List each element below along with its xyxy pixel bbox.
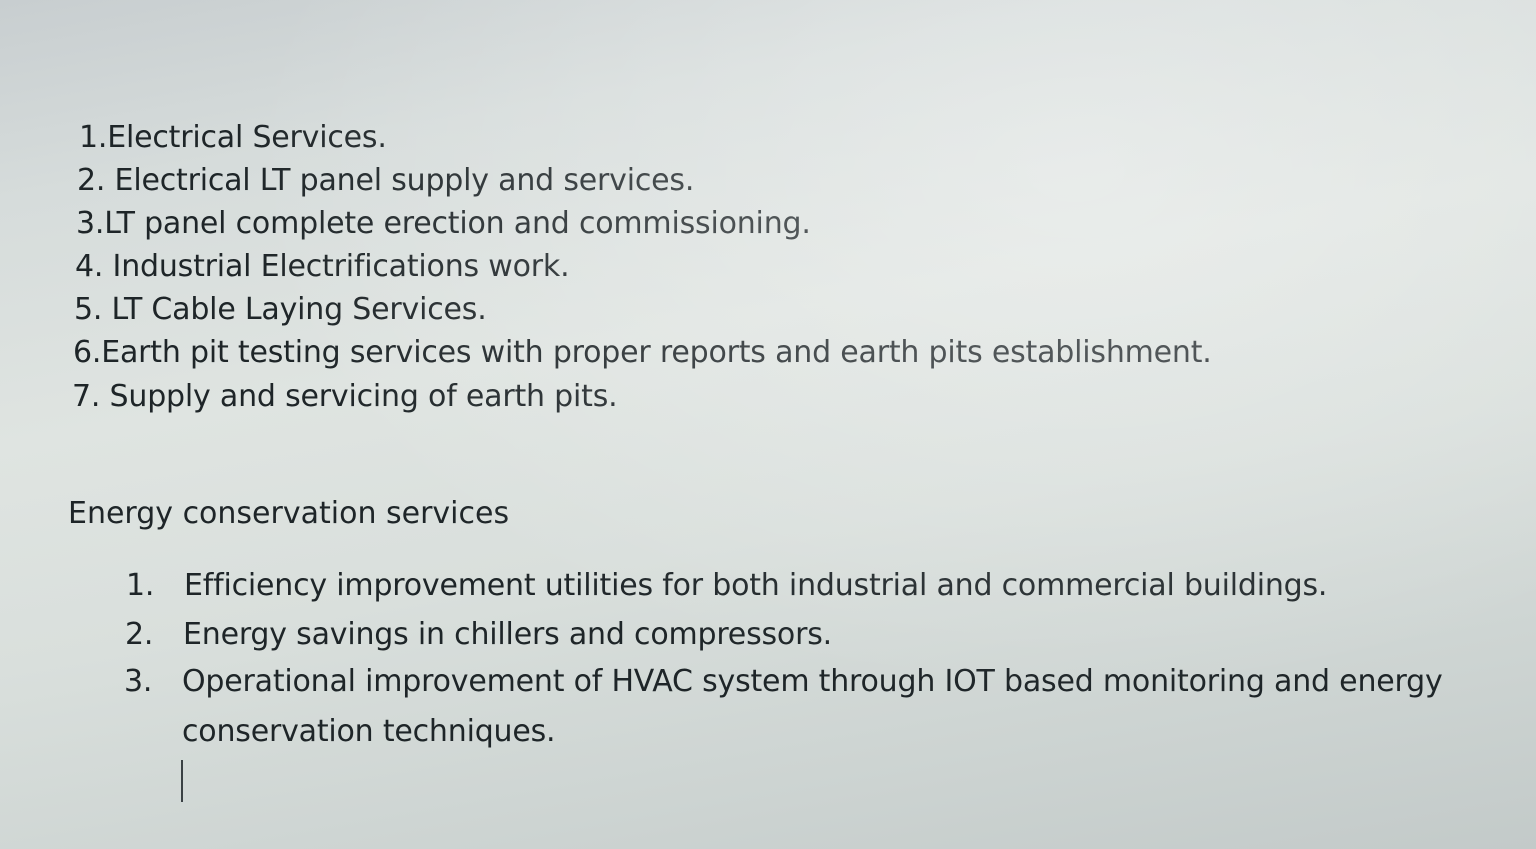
list-number: 3.	[124, 664, 153, 699]
list-number: 2.	[125, 617, 154, 652]
services-item-5: 5. LT Cable Laying Services.	[74, 292, 487, 327]
services-item-6: 6.Earth pit testing services with proper…	[73, 335, 1212, 370]
list-item-text: Operational improvement of HVAC system t…	[182, 664, 1443, 699]
services-item-1: 1.Electrical Services.	[79, 120, 387, 155]
services-item-4: 4. Industrial Electrifications work.	[75, 249, 570, 284]
energy-list-item-continuation: conservation techniques.	[182, 714, 556, 749]
list-item-text: Energy savings in chillers and compresso…	[183, 617, 832, 652]
energy-section-heading: Energy conservation services	[68, 496, 510, 531]
services-item-7: 7. Supply and servicing of earth pits.	[72, 379, 618, 414]
text-cursor	[181, 760, 183, 802]
list-number: 1.	[126, 568, 155, 603]
services-item-3: 3.LT panel complete erection and commiss…	[76, 206, 811, 241]
list-item-text: Efficiency improvement utilities for bot…	[184, 568, 1328, 603]
services-item-2: 2. Electrical LT panel supply and servic…	[77, 163, 695, 198]
